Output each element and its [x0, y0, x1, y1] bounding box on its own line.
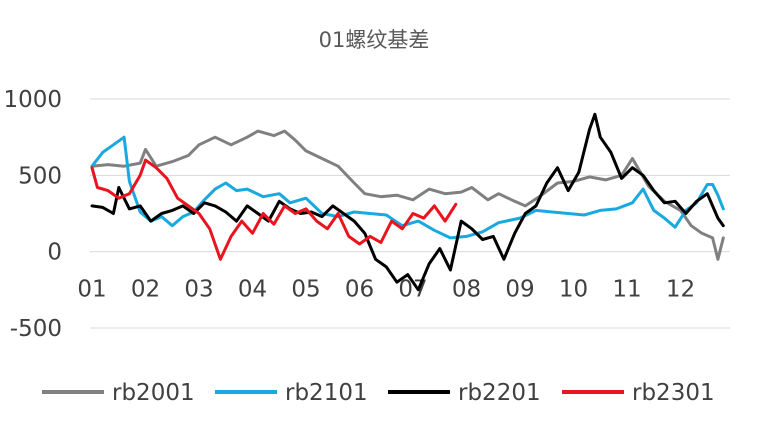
x-tick-label: 03 — [184, 277, 213, 303]
y-tick-label: -500 — [10, 316, 62, 342]
x-tick-label: 08 — [452, 277, 481, 303]
legend-label-rb2001: rb2001 — [112, 380, 195, 406]
series-line-rb2101 — [90, 135, 725, 240]
y-axis-ticks: 1000 500 0 -500 — [3, 87, 62, 342]
x-tick-label: 09 — [505, 277, 534, 303]
x-tick-label: 02 — [131, 277, 160, 303]
x-tick-label: 06 — [345, 277, 374, 303]
y-tick-label: 500 — [18, 163, 62, 189]
series-line-rb2201 — [90, 112, 725, 292]
x-tick-label: 11 — [612, 277, 641, 303]
x-tick-label: 05 — [291, 277, 320, 303]
legend-label-rb2301: rb2301 — [632, 380, 715, 406]
series-line-rb2001 — [90, 129, 725, 261]
y-tick-label: 1000 — [3, 87, 62, 113]
series-lines — [90, 112, 725, 292]
legend-label-rb2201: rb2201 — [458, 380, 541, 406]
y-tick-label: 0 — [47, 240, 62, 266]
legend: rb2001 rb2101 rb2201 rb2301 — [42, 380, 715, 406]
x-tick-label: 04 — [238, 277, 267, 303]
series-line-rb2301 — [90, 158, 458, 261]
x-tick-label: 12 — [666, 277, 695, 303]
x-tick-label: 01 — [77, 277, 106, 303]
x-tick-label: 10 — [559, 277, 588, 303]
legend-label-rb2101: rb2101 — [285, 380, 368, 406]
chart-title: 01螺纹基差 — [319, 28, 430, 52]
x-axis-ticks: 01 02 03 04 05 06 07 08 09 10 11 12 — [77, 277, 695, 303]
